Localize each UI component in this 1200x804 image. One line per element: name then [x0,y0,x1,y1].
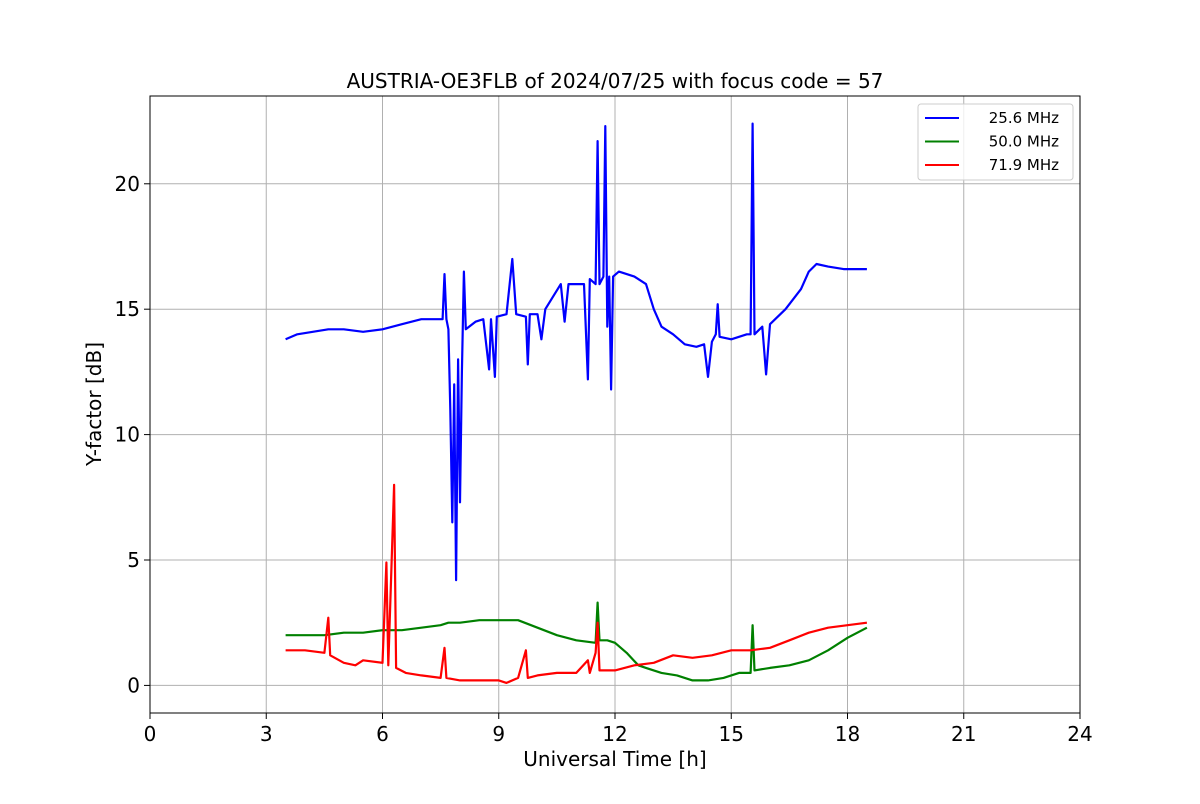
x-tick-label: 9 [492,722,505,746]
y-tick-label: 10 [115,423,140,447]
y-tick-label: 0 [127,673,140,697]
chart-title: AUSTRIA-OE3FLB of 2024/07/25 with focus … [347,69,884,93]
legend-label-1: 50.0 MHz [989,133,1059,151]
y-tick-label: 5 [127,548,140,572]
series-lines [285,122,868,684]
x-tick-label: 6 [376,722,389,746]
series-line-0 [285,122,867,582]
y-tick-label: 20 [115,172,140,196]
series-line-1 [285,601,868,682]
x-tick-label: 0 [144,722,157,746]
legend: 25.6 MHz 50.0 MHz 71.9 MHz [917,103,1074,181]
series-line-2 [285,483,868,684]
legend-label-0: 25.6 MHz [989,109,1059,127]
y-tick-label: 15 [115,297,140,321]
axis-ticks: 0 3 6 9 12 15 18 21 24 0 5 10 15 20 [115,172,1093,746]
x-tick-label: 18 [835,722,860,746]
x-axis-label: Universal Time [h] [523,747,706,771]
x-tick-label: 3 [260,722,273,746]
legend-label-2: 71.9 MHz [989,156,1059,174]
x-tick-label: 12 [602,722,627,746]
x-tick-label: 24 [1067,722,1092,746]
y-axis-label: Y-factor [dB] [82,342,106,467]
legend-box [917,103,1074,181]
x-tick-label: 15 [719,722,744,746]
x-tick-label: 21 [951,722,976,746]
